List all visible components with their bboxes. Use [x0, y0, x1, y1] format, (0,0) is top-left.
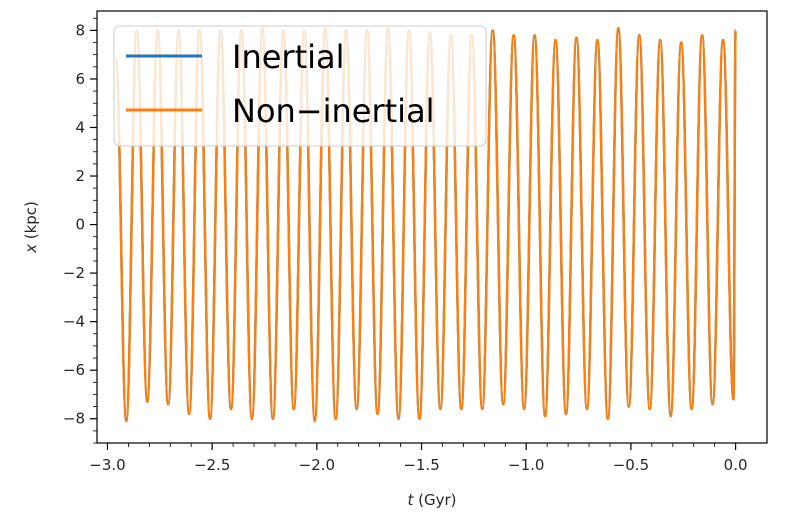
y-axis-label: x (kpc)	[22, 201, 40, 254]
y-tick-label: 2	[75, 167, 85, 185]
x-axis-label-var: t	[407, 491, 414, 509]
x-axis-label-unit: (Gyr)	[413, 491, 456, 509]
x-tick-label: −3.0	[89, 456, 125, 474]
legend-label-inertial: Inertial	[232, 38, 345, 76]
x-tick-label: −1.0	[508, 456, 544, 474]
x-tick-label: −0.5	[613, 456, 649, 474]
x-tick-label: −2.0	[299, 456, 335, 474]
legend-box	[113, 25, 487, 147]
legend: Inertial Non−inertial	[113, 25, 487, 147]
ticks-layer: −3.0 −2.5 −2.0 −1.5 −1.0 −0.5 0.0 −8 −6 −4 −2 0 2 4 6 8	[63, 17, 748, 474]
y-tick-label: −6	[63, 361, 85, 379]
y-tick-label: −4	[63, 313, 85, 331]
y-axis-label-var: x	[22, 244, 40, 254]
legend-label-non-inertial: Non−inertial	[232, 92, 435, 130]
y-axis-label-unit: (kpc)	[22, 201, 40, 244]
y-tick-label: −8	[63, 410, 85, 428]
x-tick-label: 0.0	[724, 456, 748, 474]
y-tick-label: 4	[75, 118, 85, 136]
y-tick-label: 0	[75, 216, 85, 234]
plot-frame	[96, 10, 768, 444]
x-tick-label: −1.5	[403, 456, 439, 474]
y-tick-label: 6	[75, 70, 85, 88]
x-axis-label: t (Gyr)	[407, 491, 456, 509]
y-tick-label: −2	[63, 264, 85, 282]
y-tick-label: 8	[75, 21, 85, 39]
x-tick-label: −2.5	[194, 456, 230, 474]
